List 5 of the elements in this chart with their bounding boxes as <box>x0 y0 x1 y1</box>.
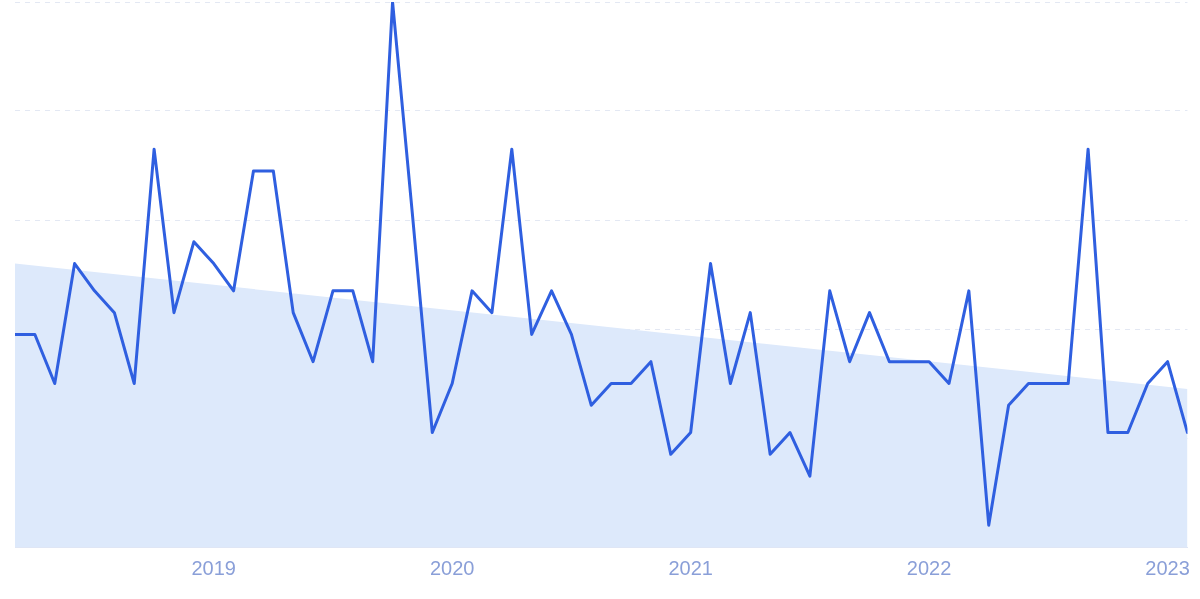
x-tick-label: 2020 <box>429 556 475 579</box>
x-tick-label: 2019 <box>191 556 236 579</box>
x-tick-label: 2021 <box>668 556 713 579</box>
x-tick-label: 2023 <box>1145 556 1190 579</box>
x-tick-label: 2022 <box>906 556 952 579</box>
